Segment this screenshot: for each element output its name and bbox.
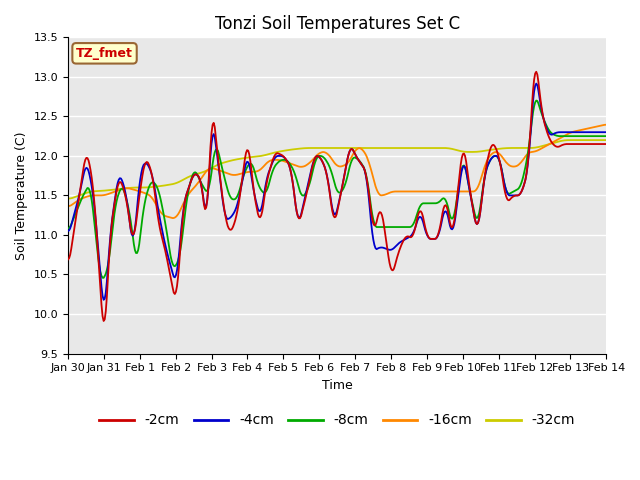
Legend: -2cm, -4cm, -8cm, -16cm, -32cm: -2cm, -4cm, -8cm, -16cm, -32cm bbox=[93, 408, 581, 433]
Title: Tonzi Soil Temperatures Set C: Tonzi Soil Temperatures Set C bbox=[214, 15, 460, 33]
Text: TZ_fmet: TZ_fmet bbox=[76, 47, 133, 60]
Y-axis label: Soil Temperature (C): Soil Temperature (C) bbox=[15, 131, 28, 260]
X-axis label: Time: Time bbox=[322, 379, 353, 392]
